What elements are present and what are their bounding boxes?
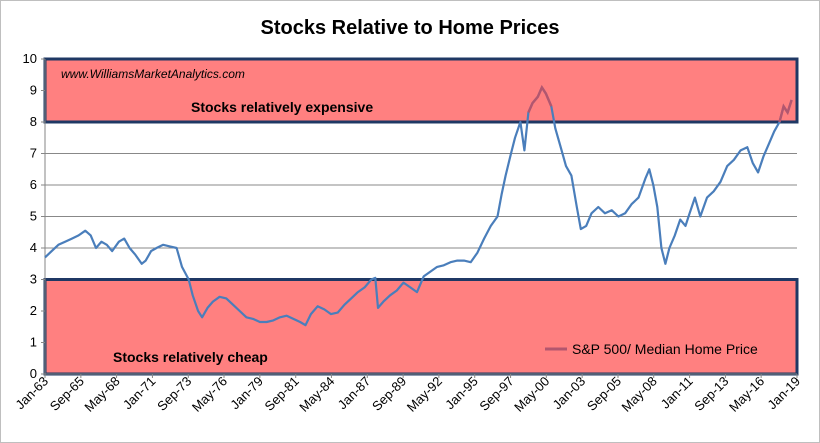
x-tick-label-10: Sep-89 (369, 374, 409, 414)
x-axis-ticks: Jan-63Sep-65May-68Jan-71Sep-73May-76Jan-… (12, 374, 803, 415)
zone-label-expensive: Stocks relatively expensive (191, 99, 373, 115)
x-tick-label-16: Sep-05 (584, 374, 624, 414)
x-tick-label-1: Sep-65 (47, 374, 87, 414)
series-highlight-segment (527, 84, 553, 113)
y-tick-label-4: 4 (30, 240, 37, 255)
x-tick-label-13: Sep-97 (476, 374, 516, 414)
y-tick-label-1: 1 (30, 335, 37, 350)
legend-label: S&P 500/ Median Home Price (572, 341, 758, 357)
x-tick-label-18: Jan-11 (658, 374, 696, 412)
y-tick-label-3: 3 (30, 272, 37, 287)
x-tick-label-4: Sep-73 (154, 374, 194, 414)
y-tick-label-5: 5 (30, 209, 37, 224)
legend: S&P 500/ Median Home Price (545, 341, 758, 357)
x-tick-label-8: May-84 (296, 374, 337, 415)
x-tick-label-19: Sep-13 (691, 374, 731, 414)
x-tick-label-2: May-68 (81, 374, 122, 415)
x-tick-label-3: Jan-71 (120, 374, 159, 413)
zones: Stocks relatively expensive Stocks relati… (43, 57, 799, 376)
y-tick-label-6: 6 (30, 177, 37, 192)
x-tick-label-6: Jan-79 (227, 374, 266, 413)
y-tick-label-10: 10 (23, 51, 37, 66)
series (44, 84, 793, 327)
y-tick-label-0: 0 (30, 366, 37, 381)
x-tick-label-21: Jan-19 (764, 374, 803, 413)
x-tick-label-17: May-08 (619, 374, 660, 415)
x-tick-label-14: May-00 (511, 374, 552, 415)
series-highlight-segment (778, 99, 793, 123)
x-tick-label-7: Sep-81 (262, 374, 302, 414)
y-axis-ticks: 0 1 2 3 4 5 6 7 8 9 10 (23, 51, 45, 381)
x-tick-label-5: May-76 (189, 374, 230, 415)
chart-title: Stocks Relative to Home Prices (260, 17, 559, 39)
x-tick-label-9: Jan-87 (335, 374, 374, 413)
y-tick-label-9: 9 (30, 83, 37, 98)
x-tick-label-15: Jan-03 (550, 374, 589, 413)
watermark-text: www.WilliamsMarketAnalytics.com (61, 67, 245, 81)
x-tick-label-20: May-16 (726, 374, 767, 415)
zone-label-cheap: Stocks relatively cheap (113, 349, 268, 365)
y-tick-label-8: 8 (30, 114, 37, 129)
y-tick-label-7: 7 (30, 146, 37, 161)
y-tick-label-2: 2 (30, 303, 37, 318)
series-line-0 (44, 86, 793, 327)
x-tick-label-11: May-92 (404, 374, 445, 415)
x-tick-label-12: Jan-95 (442, 374, 481, 413)
zone-expensive (43, 57, 799, 124)
